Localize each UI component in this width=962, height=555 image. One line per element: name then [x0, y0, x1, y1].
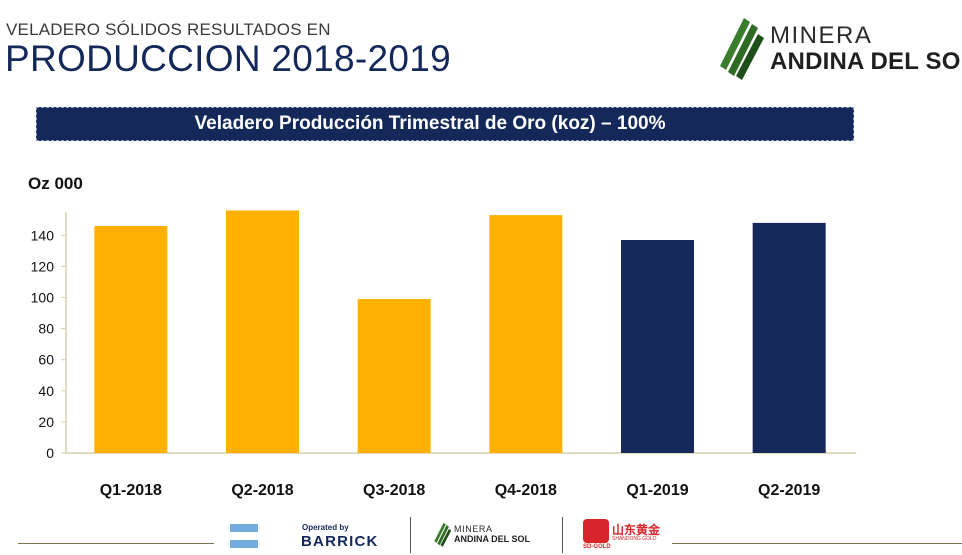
- sdgold-chinese-name: 山东黄金: [612, 523, 661, 537]
- bar-q2-2019: [752, 222, 826, 453]
- barrick-name: BARRICK: [301, 533, 379, 550]
- y-tick-label: 0: [46, 445, 54, 461]
- footer-rule-right: [672, 543, 962, 544]
- sdgold-mark-label: SD-GOLD: [583, 544, 611, 550]
- bar-q3-2018: [357, 299, 431, 453]
- sdgold-logo: SD-GOLD 山东黄金 SHANDONG GOLD: [583, 519, 663, 553]
- y-axis-unit-label: Oz 000: [28, 174, 83, 193]
- page-title: PRODUCCION 2018-2019: [5, 38, 452, 79]
- x-tick-label: Q2-2019: [758, 482, 820, 499]
- leaf-logo-small-icon: [434, 522, 452, 547]
- chart-title-banner: Veladero Producción Trimestral de Oro (k…: [36, 107, 854, 141]
- y-tick-label: 80: [38, 321, 54, 337]
- footer-minera-line1: MINERA: [454, 524, 493, 534]
- sdgold-mark-icon: [583, 519, 609, 543]
- y-tick-label: 20: [38, 414, 54, 430]
- footer-separator: [562, 517, 563, 553]
- leaf-logo-icon: [720, 18, 764, 80]
- x-tick-label: Q1-2019: [626, 482, 688, 499]
- y-tick-label: 120: [31, 258, 55, 274]
- footer-rule-left: [18, 543, 214, 544]
- barrick-logo: Operated by BARRICK: [298, 523, 388, 553]
- brand-name-line2: ANDINA DEL SOL: [770, 48, 962, 75]
- brand-name-line1: MINERA: [770, 22, 873, 49]
- bar-q1-2018: [94, 225, 168, 453]
- barrick-operated-by: Operated by: [302, 523, 349, 532]
- sdgold-english-name: SHANDONG GOLD: [612, 536, 657, 542]
- y-tick-label: 140: [31, 227, 55, 243]
- bar-chart: 0 20 40 60 80 100 120 140 Q1-2018 Q2-2018 Q3-2018 Q…: [31, 210, 856, 499]
- x-tick-label: Q3-2018: [363, 482, 425, 499]
- bar-q2-2018: [226, 210, 299, 453]
- x-tick-label: Q1-2018: [100, 482, 162, 499]
- bar-q1-2019: [621, 239, 694, 453]
- supertitle: VELADERO SÓLIDOS RESULTADOS EN: [6, 20, 331, 39]
- brand-logo: MINERA ANDINA DEL SOL: [714, 14, 962, 80]
- x-tick-label: Q2-2018: [231, 482, 293, 499]
- y-tick-label: 100: [31, 290, 55, 306]
- argentina-flag-icon: [230, 524, 258, 548]
- footer-minera-line2: ANDINA DEL SOL: [454, 534, 531, 544]
- y-tick-label: 40: [38, 383, 54, 399]
- y-tick-label: 60: [38, 352, 54, 368]
- footer-minera-logo: MINERA ANDINA DEL SOL: [432, 520, 550, 552]
- footer-separator: [410, 517, 411, 553]
- x-tick-label: Q4-2018: [495, 482, 557, 499]
- bar-q4-2018: [489, 215, 563, 453]
